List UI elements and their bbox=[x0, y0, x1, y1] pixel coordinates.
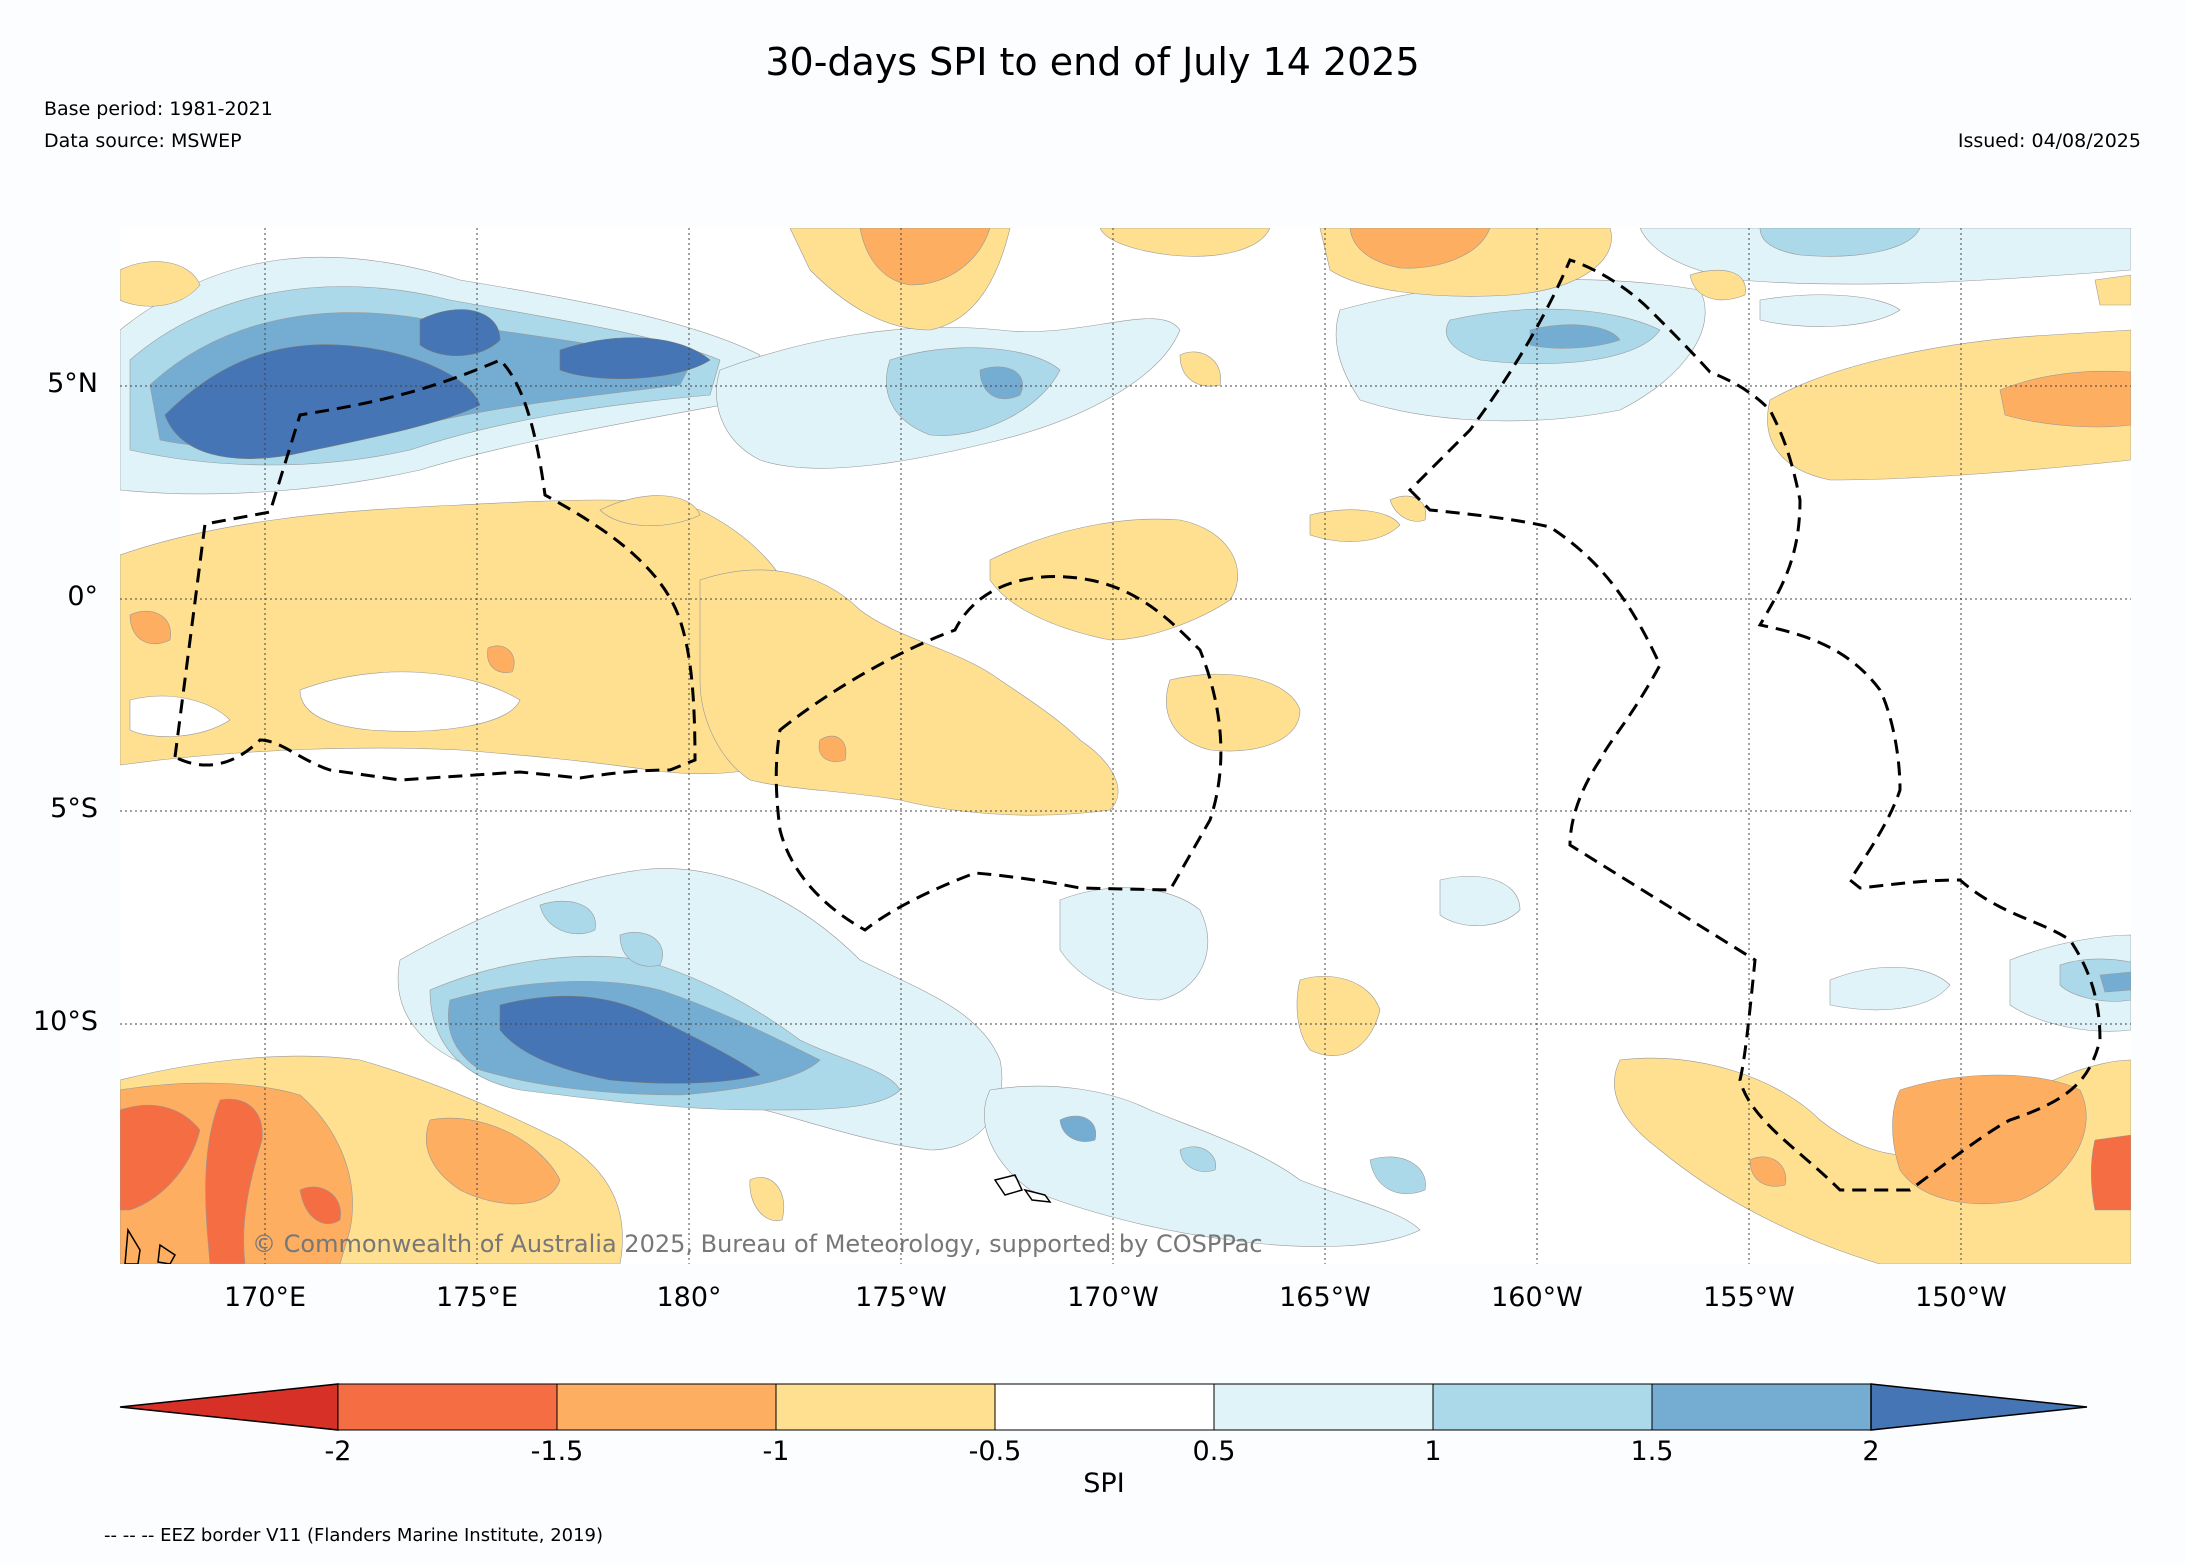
dry-region-equatorial-central bbox=[699, 495, 1427, 816]
blue-region-south-central bbox=[983, 875, 1951, 1247]
data-source-text: Data source: MSWEP bbox=[44, 130, 242, 152]
colorbar-segment bbox=[775, 1383, 996, 1431]
dry-region-south-east bbox=[1296, 975, 2131, 1264]
dry-region-north-top bbox=[120, 228, 2131, 387]
lon-label-150w: 150°W bbox=[1915, 1282, 2007, 1313]
colorbar-tick-label: 0.5 bbox=[1192, 1436, 1236, 1467]
colorbar-extend-low bbox=[119, 1383, 339, 1431]
lon-label-170w: 170°W bbox=[1067, 1282, 1159, 1313]
colorbar-extend-high bbox=[1870, 1383, 2088, 1431]
blue-region-north-central bbox=[716, 318, 1181, 469]
colorbar-segment bbox=[556, 1383, 777, 1431]
map-gridlines bbox=[120, 228, 2131, 1264]
lon-label-165w: 165°W bbox=[1279, 1282, 1371, 1313]
base-period-text: Base period: 1981-2021 bbox=[44, 98, 273, 120]
copyright-text: © Commonwealth of Australia 2025, Bureau… bbox=[252, 1230, 1263, 1258]
lon-label-175e: 175°E bbox=[435, 1282, 519, 1313]
colorbar-tick-label: -1.5 bbox=[530, 1436, 584, 1467]
spi-colorbar bbox=[119, 1383, 2088, 1431]
lat-label-5s: 5°S bbox=[50, 793, 98, 824]
colorbar-segment bbox=[337, 1383, 558, 1431]
dry-region-south-west bbox=[120, 1055, 784, 1264]
lon-label-155w: 155°W bbox=[1703, 1282, 1795, 1313]
colorbar-segment bbox=[994, 1383, 1215, 1431]
issued-date-text: Issued: 04/08/2025 bbox=[1957, 130, 2141, 152]
lat-label-0: 0° bbox=[67, 581, 98, 612]
lon-label-160w: 160°W bbox=[1491, 1282, 1583, 1313]
eez-legend-note: -- -- -- EEZ border V11 (Flanders Marine… bbox=[104, 1525, 604, 1546]
colorbar-segment bbox=[1432, 1383, 1653, 1431]
eez-borders bbox=[173, 258, 2102, 1192]
lat-label-10s: 10°S bbox=[33, 1006, 98, 1037]
blue-region-south bbox=[397, 868, 1003, 1151]
lat-label-5n: 5°N bbox=[47, 368, 98, 399]
colorbar-tick-label: -1 bbox=[762, 1436, 790, 1467]
lon-label-170e: 170°E bbox=[223, 1282, 307, 1313]
colorbar-tick-label: 1 bbox=[1424, 1436, 1442, 1467]
colorbar-tick-label: -0.5 bbox=[968, 1436, 1022, 1467]
colorbar-segment bbox=[1651, 1383, 1872, 1431]
blue-region-south-east bbox=[2009, 934, 2131, 1032]
dry-region-north-east bbox=[1767, 329, 2131, 481]
colorbar-segment bbox=[1213, 1383, 1434, 1431]
lon-label-180: 180° bbox=[656, 1282, 722, 1313]
land-outlines bbox=[124, 1174, 1052, 1264]
blue-region-north-east bbox=[1335, 228, 2131, 422]
map-title: 30-days SPI to end of July 14 2025 bbox=[765, 40, 1420, 84]
colorbar-title: SPI bbox=[1083, 1468, 1125, 1499]
spi-map-panel: © Commonwealth of Australia 2025, Bureau… bbox=[120, 228, 2131, 1264]
colorbar-tick-label: 1.5 bbox=[1630, 1436, 1674, 1467]
colorbar-tick-label: -2 bbox=[324, 1436, 352, 1467]
blue-region-north-west bbox=[120, 256, 761, 495]
lon-label-175w: 175°W bbox=[855, 1282, 947, 1313]
colorbar-tick-label: 2 bbox=[1862, 1436, 1880, 1467]
